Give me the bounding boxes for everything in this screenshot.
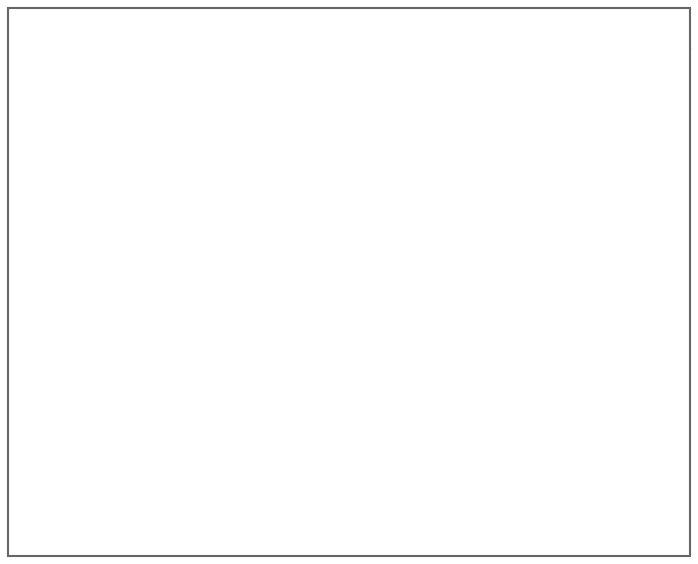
Circle shape <box>651 367 669 384</box>
Text: Default: Not set: Default: Not set <box>483 253 577 266</box>
Text: Capability: Capability <box>18 20 101 36</box>
Text: Course: Course <box>18 406 75 421</box>
Text: Default: Not set: Default: Not set <box>483 152 577 165</box>
Bar <box>8 124 690 174</box>
Text: Default: Not set: Default: Not set <box>483 378 577 391</box>
Text: tool/policy:acceptbehalf: tool/policy:acceptbehalf <box>18 378 158 391</box>
Text: moodle/user:viewalldetails: moodle/user:viewalldetails <box>18 253 177 266</box>
Bar <box>8 74 690 124</box>
Text: View user profiles: View user profiles <box>18 438 137 451</box>
Text: View all user blogs: View all user blogs <box>18 136 143 149</box>
Text: !: ! <box>658 293 662 306</box>
Text: Allow: Allow <box>512 86 548 99</box>
Circle shape <box>517 20 535 37</box>
Text: Allow: Allow <box>512 186 548 199</box>
Text: !: ! <box>658 243 662 255</box>
Text: moodle/competency:planview: moodle/competency:planview <box>18 103 195 116</box>
Text: Permission: Permission <box>425 20 516 36</box>
Text: moodle/user:readuserblogs: moodle/user:readuserblogs <box>18 152 180 165</box>
Text: Default: Not set: Default: Not set <box>483 302 577 315</box>
Text: View user full information: View user full information <box>18 236 189 249</box>
Text: View all user forum posts: View all user forum posts <box>18 186 187 199</box>
Text: Risks: Risks <box>638 20 682 36</box>
Text: moodle/user:viewuseractivitiesreport: moodle/user:viewuseractivitiesreport <box>18 302 239 315</box>
Bar <box>8 324 690 350</box>
Bar <box>8 48 690 74</box>
Bar <box>8 400 690 426</box>
Text: Default: Not set: Default: Not set <box>483 103 577 116</box>
Text: Policies: Policies <box>18 329 81 345</box>
Bar <box>8 274 690 324</box>
Text: Allow: Allow <box>512 236 548 249</box>
Text: See user activity reports: See user activity reports <box>18 286 181 299</box>
Bar <box>8 8 690 48</box>
Bar <box>8 350 690 400</box>
Text: Allow: Allow <box>512 286 548 299</box>
Bar <box>8 426 690 476</box>
Text: Default: Not set: Default: Not set <box>483 455 577 468</box>
Text: Allow: Allow <box>512 136 548 149</box>
Circle shape <box>651 290 669 307</box>
Text: Default: Not set: Default: Not set <box>483 202 577 215</box>
Text: moodle/user:readuserposts: moodle/user:readuserposts <box>18 202 180 215</box>
Text: !: ! <box>658 368 662 381</box>
Bar <box>8 174 690 224</box>
Text: Allow: Allow <box>512 362 548 375</box>
Circle shape <box>651 240 669 258</box>
Text: Give consent for policies on someone else's behalf: Give consent for policies on someone els… <box>18 362 357 375</box>
Text: User: User <box>18 54 56 68</box>
Text: ?: ? <box>523 21 530 34</box>
Text: View all learning plans: View all learning plans <box>18 86 168 99</box>
Text: moodle/user:viewdetails: moodle/user:viewdetails <box>18 455 163 468</box>
Text: Allow: Allow <box>512 438 548 451</box>
Bar <box>8 224 690 274</box>
